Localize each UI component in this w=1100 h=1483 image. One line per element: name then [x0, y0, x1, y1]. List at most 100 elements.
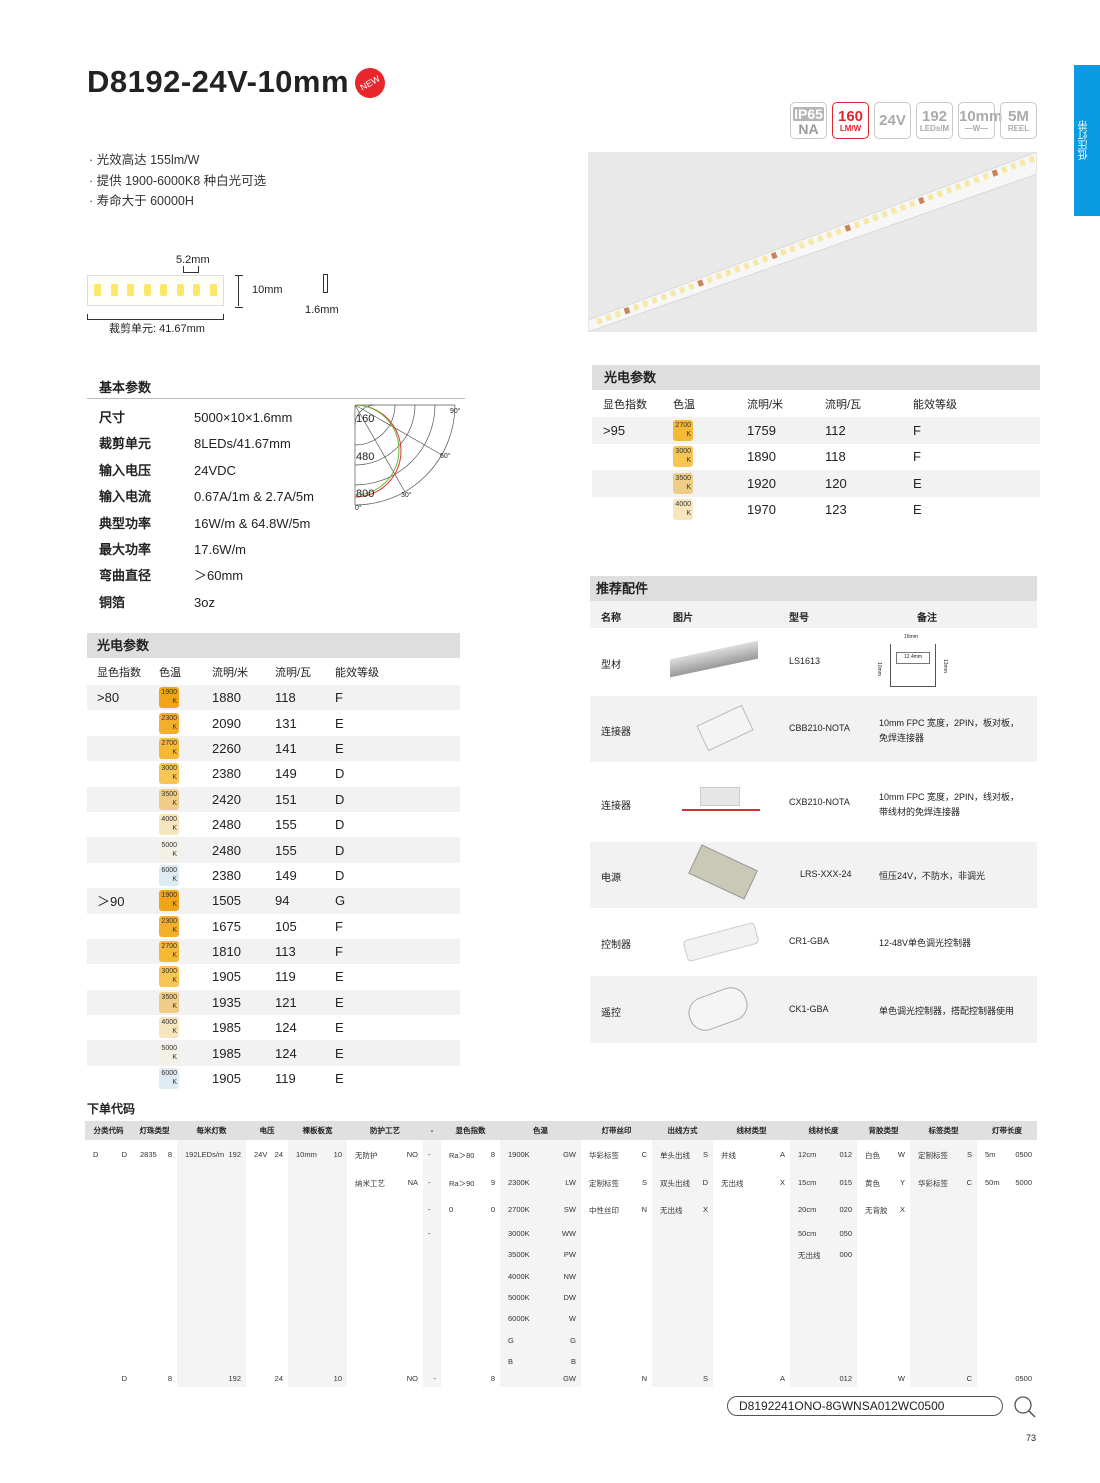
- option-code[interactable]: -: [428, 1177, 431, 1187]
- category-side-tab[interactable]: 低压灯带: [1074, 65, 1100, 216]
- option-code[interactable]: NW: [563, 1271, 577, 1281]
- cct-value: 4000: [675, 501, 691, 509]
- lumen-per-watt: 119: [275, 969, 296, 985]
- option-code[interactable]: -: [428, 1229, 431, 1238]
- option-code[interactable]: 0: [490, 1205, 495, 1214]
- option-code[interactable]: 015: [839, 1177, 852, 1187]
- selected-code: W: [897, 1374, 905, 1383]
- option-code[interactable]: 020: [839, 1205, 852, 1214]
- cct-chip: 3500 K: [673, 472, 693, 494]
- option-code[interactable]: GW: [563, 1150, 576, 1159]
- search-icon[interactable]: [1013, 1395, 1037, 1419]
- radial-label: 800: [356, 488, 374, 500]
- option-code[interactable]: 0500: [1015, 1150, 1032, 1159]
- led-chip: [127, 284, 134, 296]
- option-code[interactable]: NA: [407, 1177, 418, 1187]
- efficiency-grade: E: [335, 1071, 344, 1087]
- option-code[interactable]: B: [570, 1356, 576, 1366]
- option-code[interactable]: X: [702, 1205, 708, 1214]
- led-chip: [1009, 162, 1017, 170]
- thickness-dimension: 1.6mm: [305, 304, 339, 316]
- order-column-header: 分类代码: [85, 1121, 132, 1140]
- efficiency-grade: E: [335, 1020, 344, 1036]
- option-code[interactable]: S: [641, 1177, 647, 1187]
- spec-icon: 10mm —W—: [958, 102, 1002, 139]
- option-label: Ra＞80: [449, 1151, 475, 1160]
- option-code[interactable]: SW: [563, 1205, 576, 1214]
- option-label: 3000K: [508, 1229, 530, 1238]
- efficiency-grade: F: [913, 449, 921, 465]
- option-code[interactable]: A: [779, 1150, 785, 1159]
- lumen-per-meter: 2380: [212, 766, 241, 782]
- accessory-note: 12-48V单色调光控制器: [879, 938, 972, 948]
- cct-chip: 4000 K: [673, 499, 693, 521]
- efficiency-grade: F: [335, 944, 343, 960]
- option-code[interactable]: W: [568, 1314, 576, 1324]
- option-code[interactable]: X: [899, 1205, 905, 1214]
- order-column-header: -: [423, 1121, 441, 1140]
- option-code[interactable]: -: [428, 1205, 431, 1214]
- lumen-per-watt: 121: [275, 994, 297, 1010]
- option-code[interactable]: G: [570, 1335, 576, 1345]
- cct-cell: 1900 K: [159, 888, 212, 913]
- option-code[interactable]: C: [966, 1177, 972, 1187]
- option-code[interactable]: PW: [563, 1250, 576, 1260]
- cct-value: 5000: [161, 1044, 177, 1052]
- led-chip: [973, 176, 980, 184]
- option-code[interactable]: 24: [274, 1150, 283, 1159]
- led-chip: [844, 224, 852, 232]
- efficiency-grade: E: [335, 969, 344, 985]
- option-code[interactable]: 9: [490, 1177, 495, 1187]
- option-code[interactable]: 8: [167, 1150, 172, 1159]
- cri-cell: >95: [603, 422, 626, 438]
- new-badge: NEW: [349, 62, 391, 104]
- selected-code: D: [121, 1374, 127, 1383]
- option-code[interactable]: D: [121, 1150, 127, 1159]
- order-column-header: 灯带长度: [977, 1121, 1037, 1140]
- option-code[interactable]: WW: [561, 1229, 576, 1238]
- option-code[interactable]: S: [702, 1150, 708, 1159]
- page-number: 73: [1026, 1433, 1037, 1443]
- option-code[interactable]: NO: [406, 1150, 418, 1159]
- option-code[interactable]: LW: [565, 1177, 576, 1187]
- option-code[interactable]: C: [641, 1150, 647, 1159]
- option-label: 定制标签: [918, 1151, 948, 1160]
- led-chip: [917, 196, 925, 205]
- order-column: [177, 1140, 246, 1387]
- led-chip: [798, 241, 806, 249]
- option-code[interactable]: D: [702, 1177, 708, 1187]
- spec-icon: 160 LM/W: [832, 102, 869, 139]
- power-supply-image: [590, 842, 780, 908]
- cct-value: 5000: [161, 841, 177, 849]
- option-code[interactable]: N: [641, 1205, 647, 1214]
- option-code[interactable]: 8: [490, 1150, 495, 1159]
- column-header: 备注: [917, 613, 937, 624]
- led-chip: [688, 282, 695, 291]
- cri-cell: [87, 964, 159, 989]
- option-code[interactable]: 10: [333, 1150, 342, 1159]
- selected-code: 0500: [1015, 1374, 1032, 1383]
- cct-chip: 2700 K: [159, 941, 179, 963]
- option-code[interactable]: 012: [839, 1150, 852, 1159]
- option-code[interactable]: Y: [899, 1177, 905, 1187]
- option-code[interactable]: -: [428, 1150, 431, 1159]
- option-code[interactable]: DW: [563, 1292, 577, 1302]
- option-code[interactable]: X: [779, 1177, 785, 1187]
- connector-image: [590, 696, 780, 762]
- order-code-result-field[interactable]: D8192241ONO-8GWNSA012WC0500: [727, 1396, 1003, 1416]
- cct-value: 3500: [161, 790, 177, 798]
- spec-icon-value: IP65: [793, 105, 824, 122]
- option-code[interactable]: 000: [839, 1250, 852, 1260]
- option-label: D: [93, 1150, 99, 1159]
- lumen-per-watt: 112: [825, 422, 846, 438]
- optical-right-title: 光电参数: [592, 365, 1040, 390]
- option-label: 4000K: [508, 1271, 530, 1281]
- cct-cell: 4000 K: [673, 497, 747, 524]
- option-code[interactable]: 050: [839, 1229, 852, 1238]
- side-tab-label: 低压灯带: [1079, 120, 1090, 160]
- lumen-per-meter: 1675: [212, 918, 241, 934]
- option-code[interactable]: 192: [228, 1150, 241, 1159]
- option-code[interactable]: 5000: [1015, 1177, 1032, 1187]
- option-code[interactable]: S: [966, 1150, 972, 1159]
- option-code[interactable]: W: [897, 1150, 905, 1159]
